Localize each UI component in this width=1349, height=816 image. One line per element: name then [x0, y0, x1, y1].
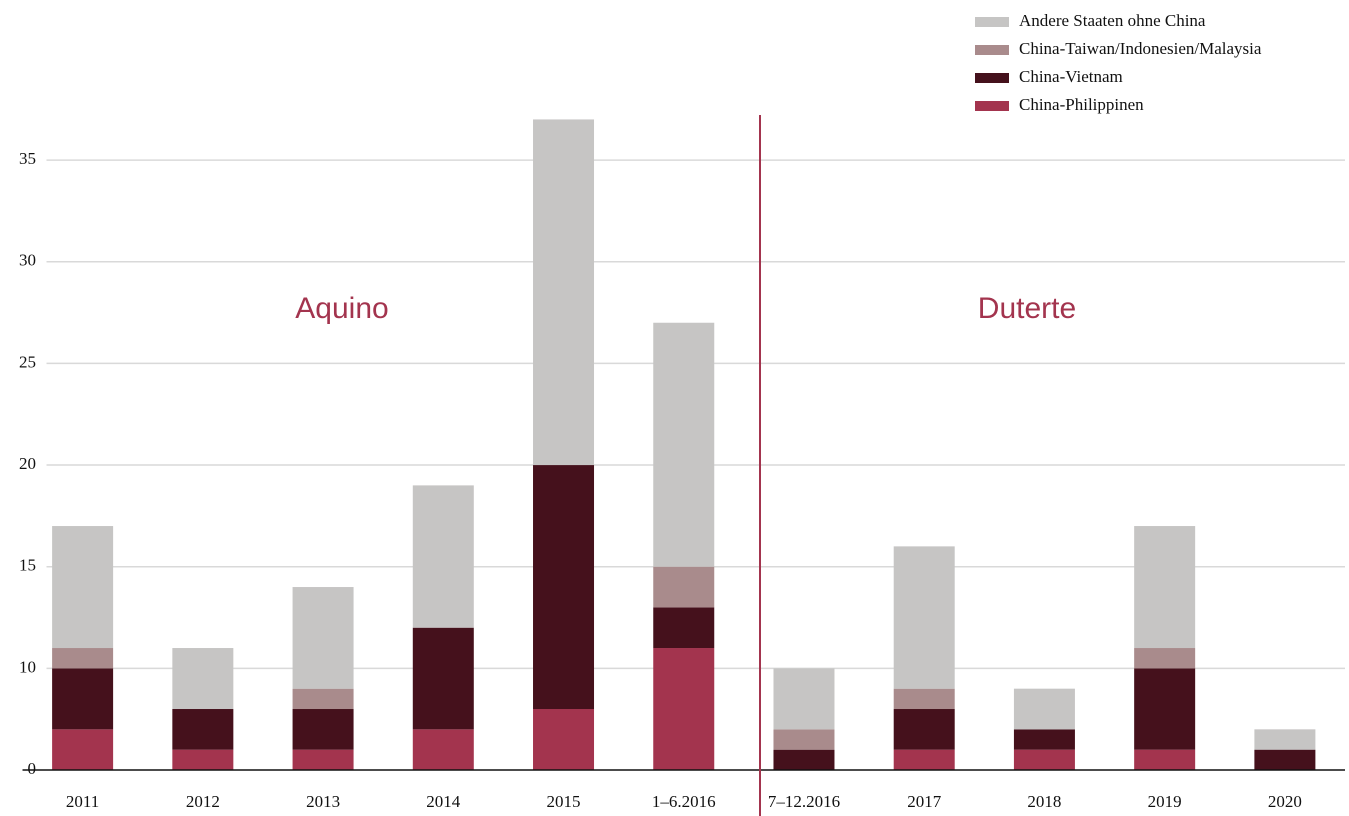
bar-segment [653, 566, 715, 608]
y-tick-label: 15 [19, 556, 36, 575]
x-tick-label: 2020 [1268, 792, 1302, 811]
bar-segment [1134, 749, 1196, 770]
bar-segment [773, 749, 835, 770]
bar-segment [1134, 648, 1196, 669]
bar-segment [52, 668, 114, 730]
bar-segment [292, 587, 354, 689]
bar-segment [1013, 688, 1075, 730]
bar-segment [533, 709, 595, 770]
x-tick-label: 2017 [907, 792, 942, 811]
bar-segment [893, 546, 955, 689]
bar-segment [1254, 729, 1316, 750]
legend-label: China-Philippinen [1019, 95, 1144, 114]
bar-segment [172, 709, 234, 750]
bar-segment [653, 607, 715, 649]
bar-segment [773, 729, 835, 750]
legend-swatch [975, 45, 1009, 55]
y-tick-label: 20 [19, 454, 36, 473]
x-tick-label: 2013 [306, 792, 340, 811]
annotation: Duterte [978, 292, 1076, 325]
annotation: Aquino [295, 292, 388, 325]
x-tick-label: 2011 [66, 792, 99, 811]
legend-swatch [975, 17, 1009, 27]
bar-segment [52, 729, 114, 770]
bar-segment [412, 729, 474, 770]
bar-segment [1254, 749, 1316, 770]
x-tick-label: 1–6.2016 [652, 792, 716, 811]
y-tick-label: 25 [19, 352, 36, 371]
bar-segment [292, 749, 354, 770]
bar-segment [653, 322, 715, 567]
bar-segment [893, 749, 955, 770]
bar-segment [52, 526, 114, 649]
bar-segment [893, 688, 955, 710]
bar-segment [412, 485, 474, 628]
bar-segment [1134, 526, 1196, 649]
bar-segment [1013, 749, 1075, 770]
bar-segment [1013, 729, 1075, 750]
x-tick-label: 2015 [547, 792, 581, 811]
legend-label: China-Vietnam [1019, 67, 1123, 86]
y-tick-label: 0 [28, 759, 37, 778]
bar-segment [1134, 668, 1196, 750]
bar-segment [653, 648, 715, 770]
x-tick-label: 2019 [1148, 792, 1182, 811]
bar-segment [533, 119, 595, 466]
y-tick-label: 35 [19, 149, 36, 168]
bar-segment [292, 688, 354, 710]
bar-segment [292, 709, 354, 750]
y-tick-label: 30 [19, 251, 36, 270]
legend-swatch [975, 101, 1009, 111]
legend-label: Andere Staaten ohne China [1019, 11, 1206, 30]
bar-segment [773, 668, 835, 730]
x-tick-label: 2018 [1027, 792, 1061, 811]
legend-swatch [975, 73, 1009, 83]
bar-segment [412, 627, 474, 730]
x-tick-label: 2012 [186, 792, 220, 811]
bar-segment [533, 465, 595, 710]
bar-segment [52, 648, 114, 669]
legend-label: China-Taiwan/Indonesien/Malaysia [1019, 39, 1262, 58]
x-tick-label: 2014 [426, 792, 461, 811]
bar-segment [172, 648, 234, 710]
y-tick-label: 10 [19, 657, 36, 676]
bar-segment [893, 709, 955, 750]
x-tick-label: 7–12.2016 [768, 792, 840, 811]
bar-segment [172, 749, 234, 770]
